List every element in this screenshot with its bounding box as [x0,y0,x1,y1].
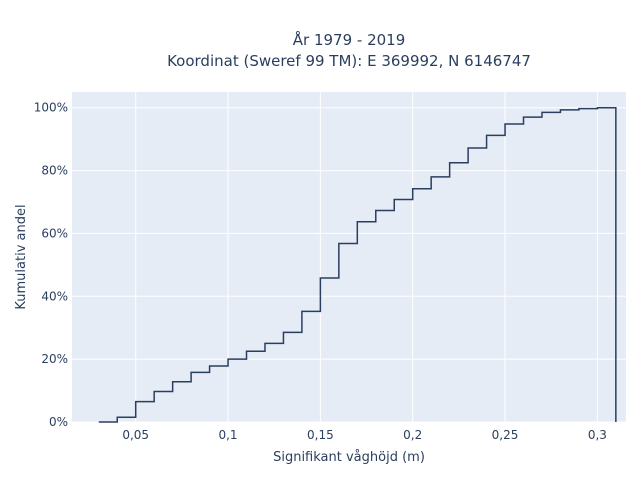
x-tick-label: 0,1 [218,428,237,442]
x-tick-label: 0,15 [307,428,334,442]
chart-title-line1: År 1979 - 2019 [293,30,406,49]
y-axis-ticks: 0% 20% 40% 60% 80% 100% [34,101,68,429]
y-tick-label: 100% [34,101,68,115]
y-tick-label: 0% [49,415,68,429]
x-tick-label: 0,25 [492,428,519,442]
x-axis-ticks: 0,05 0,1 0,15 0,2 0,25 0,3 [122,428,607,442]
grid [72,92,626,423]
plot-area [72,92,626,422]
x-tick-label: 0,3 [588,428,607,442]
y-tick-label: 60% [41,226,68,240]
cumulative-step-line [98,106,617,423]
y-tick-label: 80% [41,164,68,178]
x-tick-label: 0,05 [122,428,149,442]
y-axis-label: Kumulativ andel [14,204,29,309]
y-tick-label: 20% [41,352,68,366]
x-axis-label: Signifikant våghöjd (m) [273,450,425,465]
y-tick-label: 40% [41,289,68,303]
chart-title-line2: Koordinat (Sweref 99 TM): E 369992, N 61… [167,52,531,70]
x-tick-label: 0,2 [403,428,422,442]
